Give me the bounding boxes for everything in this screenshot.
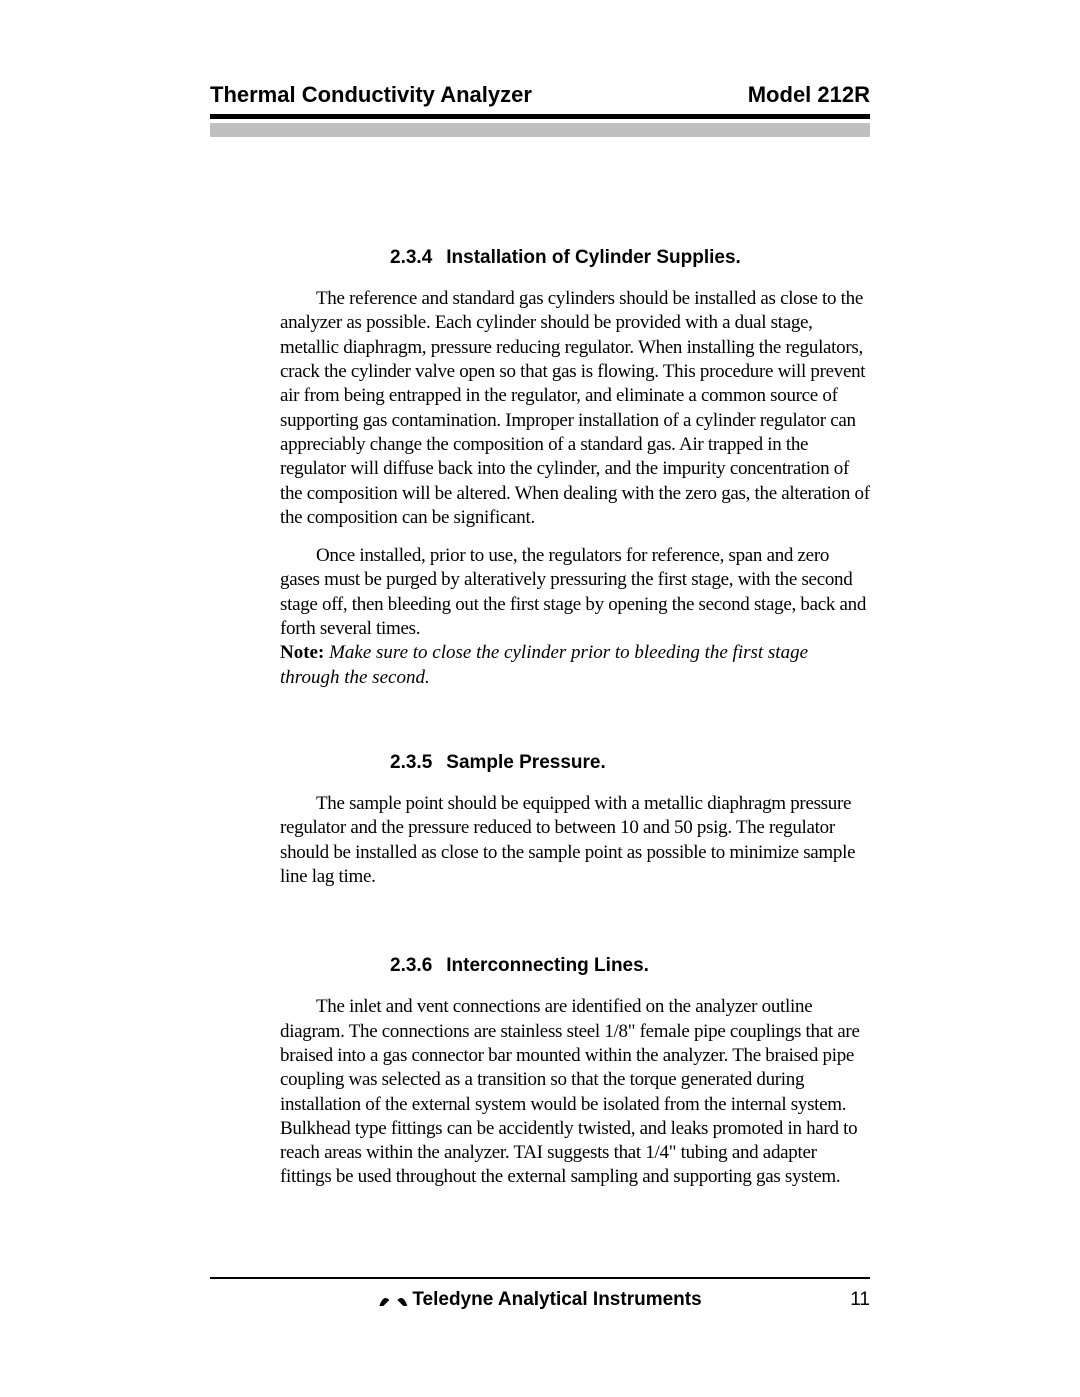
footer-rule (210, 1277, 870, 1279)
section-title: Installation of Cylinder Supplies. (446, 247, 741, 268)
header-title-right: Model 212R (748, 82, 870, 108)
note-label: Note: (280, 642, 324, 663)
header-rule-grey (210, 123, 870, 137)
page-header: Thermal Conductivity Analyzer Model 212R (210, 82, 870, 108)
section-title: Interconnecting Lines. (446, 955, 649, 976)
section-number: 2.3.6 (390, 955, 432, 976)
paragraph: The reference and standard gas cylinders… (280, 287, 870, 530)
note-text-content: Make sure to close the cylinder prior to… (280, 642, 808, 687)
note: Note: Make sure to close the cylinder pr… (280, 641, 870, 690)
page-content: 2.3.4Installation of Cylinder Supplies. … (210, 137, 870, 1190)
header-rule-thick (210, 114, 870, 119)
footer-company: Teledyne Analytical Instruments (412, 1289, 701, 1311)
footer-page-number: 11 (850, 1289, 870, 1311)
section-heading-234: 2.3.4 Installation of Cylinder Supplies. (390, 247, 870, 269)
section-number: 2.3.5 (390, 752, 432, 773)
section-title: Sample Pressure. (446, 752, 605, 773)
teledyne-logo-icon (378, 1292, 408, 1308)
footer-company-block: Teledyne Analytical Instruments (378, 1289, 701, 1311)
header-title-left: Thermal Conductivity Analyzer (210, 82, 532, 108)
section-number: 2.3.4 (390, 247, 432, 268)
page-footer: Teledyne Analytical Instruments 11 (210, 1277, 870, 1311)
paragraph: The sample point should be equipped with… (280, 792, 870, 889)
paragraph: Once installed, prior to use, the regula… (280, 544, 870, 641)
section-heading-235: 2.3.5 Sample Pressure. (390, 752, 870, 774)
section-heading-236: 2.3.6 Interconnecting Lines. (390, 955, 870, 977)
paragraph: The inlet and vent connections are ident… (280, 995, 870, 1190)
